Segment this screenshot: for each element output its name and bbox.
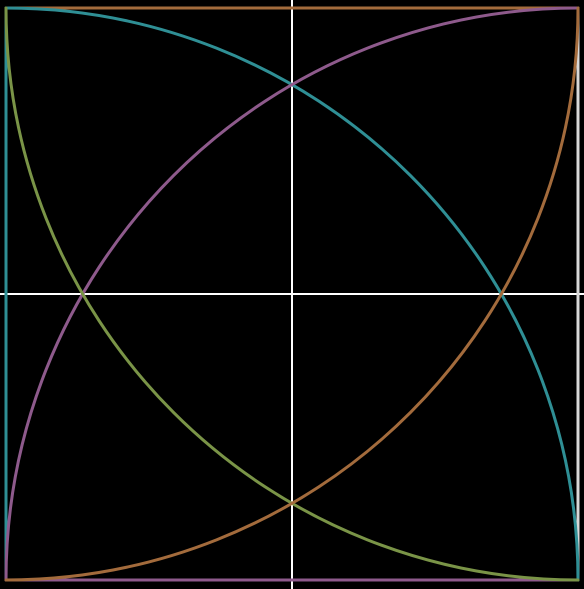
quarter-arc-diagram [0,0,584,589]
